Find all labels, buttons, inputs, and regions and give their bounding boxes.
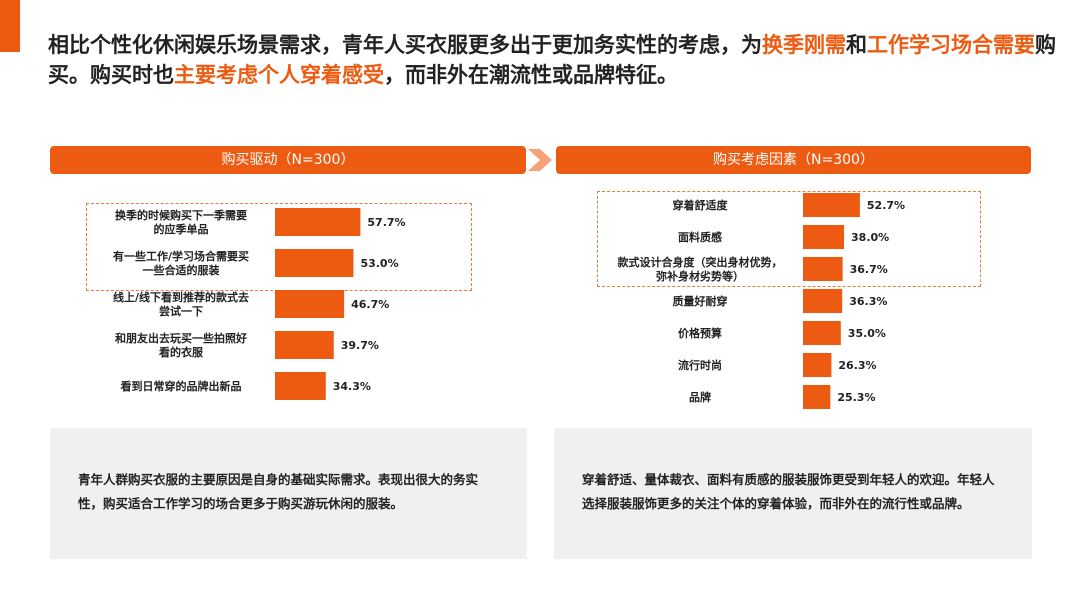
chart0-category-label-3-0: 和朋友出去玩买一些拍照好 — [115, 331, 247, 345]
corner-accent-bar — [0, 0, 20, 52]
chart0-value-label-3: 39.7% — [341, 339, 379, 352]
panel-header-purchase-factors: 购买考虑因素（N=300） — [556, 146, 1031, 174]
chart1-category-label-0-0: 穿着舒适度 — [673, 198, 729, 212]
chart1-bar-3 — [803, 289, 843, 313]
chart1-value-label-3: 36.3% — [849, 295, 887, 308]
headline-text-4: ，而非外在潮流性或品牌特征。 — [384, 63, 678, 87]
chart1-value-label-6: 25.3% — [837, 391, 875, 404]
chart0-bar-3 — [275, 331, 334, 359]
chart0-bar-2 — [275, 290, 345, 318]
chart0-category-label-4-0: 看到日常穿的品牌出新品 — [121, 379, 242, 393]
chart1-bar-1 — [803, 225, 845, 249]
chart1-category-label-3-0: 质量好耐穿 — [673, 294, 728, 308]
chart1-value-label-1: 38.0% — [851, 231, 889, 244]
chart0-category-label-0-1: 的应季单品 — [154, 222, 209, 236]
chart1-category-label-2-0: 款式设计合身度（突出身材优势， — [618, 255, 783, 269]
chart1-category-label-1-0: 面料质感 — [678, 230, 722, 244]
chart1-value-label-4: 35.0% — [848, 327, 886, 340]
highlight-box-factors — [597, 191, 981, 287]
chart0-category-label-3-1: 看的衣服 — [159, 345, 204, 359]
chart0-bar-1 — [275, 249, 354, 277]
chart0-category-label-0-0: 换季的时候购买下一季需要 — [115, 208, 247, 222]
summary-text-right: 穿着舒适、量体裁衣、面料有质感的服装服饰更受到年轻人的欢迎。年轻人选择服装服饰更… — [582, 472, 995, 511]
chart0-bar-4 — [275, 372, 326, 400]
headline-text-1: 相比个性化休闲娱乐场景需求，青年人买衣服更多出于更加务实性的考虑，为 — [48, 33, 762, 57]
headline-text-3: 购买。购买时也 — [48, 33, 1056, 87]
chart0-category-label-2-0: 线上/线下看到推荐的款式去 — [113, 290, 249, 304]
chart1-bar-2 — [803, 257, 843, 281]
chart1-value-label-2: 36.7% — [850, 263, 888, 276]
summary-box-right: 穿着舒适、量体裁衣、面料有质感的服装服饰更受到年轻人的欢迎。年轻人选择服装服饰更… — [554, 428, 1032, 559]
chart0-value-label-0: 57.7% — [367, 216, 405, 229]
chart1-value-label-0: 52.7% — [867, 199, 905, 212]
chart0-category-label-2-1: 尝试一下 — [159, 304, 203, 318]
summary-text-left: 青年人群购买衣服的主要原因是自身的基础实际需求。表现出很大的务实性，购买适合工作… — [78, 472, 479, 511]
chart1-bar-5 — [803, 353, 832, 377]
chart1-category-label-2-1: 弥补身材劣势等） — [656, 269, 744, 283]
headline: 相比个性化休闲娱乐场景需求，青年人买衣服更多出于更加务实性的考虑，为换季刚需和工… — [48, 30, 1058, 90]
chart1-category-label-6-0: 品牌 — [689, 390, 711, 404]
chart1-bar-6 — [803, 385, 831, 409]
headline-text-2: 和 — [846, 33, 867, 57]
chart0-value-label-2: 46.7% — [351, 298, 389, 311]
panel-header-purchase-drivers: 购买驱动（N=300） — [50, 146, 526, 174]
chart0-category-label-1-0: 有一些工作/学习场合需要买 — [113, 249, 249, 263]
chart0-bar-0 — [275, 208, 361, 236]
headline-highlight-work: 工作学习场合需要 — [867, 33, 1035, 57]
chart1-bar-0 — [803, 193, 860, 217]
chevron-right-icon — [528, 149, 552, 171]
chart1-value-label-5: 26.3% — [838, 359, 876, 372]
headline-highlight-seasonal: 换季刚需 — [762, 33, 846, 57]
headline-highlight-comfort: 主要考虑个人穿着感受 — [174, 63, 384, 87]
chart0-value-label-4: 34.3% — [333, 380, 371, 393]
summary-box-left: 青年人群购买衣服的主要原因是自身的基础实际需求。表现出很大的务实性，购买适合工作… — [50, 428, 527, 559]
chart0-value-label-1: 53.0% — [360, 257, 398, 270]
chart0-category-label-1-1: 一些合适的服装 — [143, 263, 220, 277]
chart1-bar-4 — [803, 321, 841, 345]
chart1-category-label-5-0: 流行时尚 — [678, 358, 722, 372]
chart1-category-label-4-0: 价格预算 — [678, 326, 722, 340]
